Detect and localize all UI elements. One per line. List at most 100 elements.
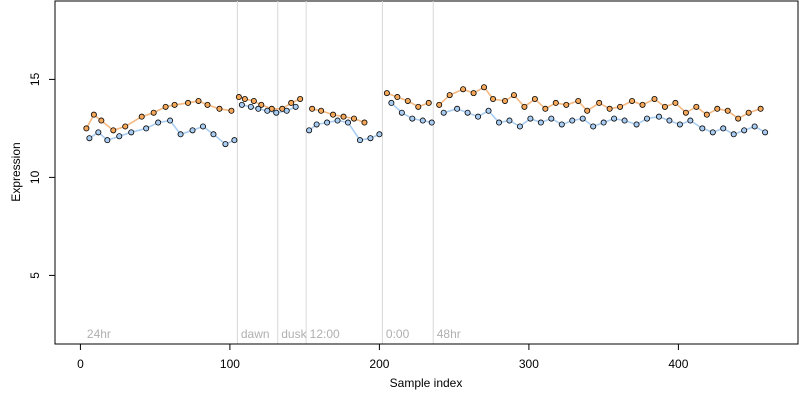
data-point-blue: [464, 109, 471, 116]
data-point-orange: [693, 103, 700, 110]
data-point-orange: [318, 107, 325, 114]
data-point-orange: [672, 99, 679, 106]
data-point-blue: [238, 101, 245, 108]
data-point-orange: [204, 101, 211, 108]
data-point-orange: [241, 96, 248, 103]
vertical-lines: [236, 1, 434, 344]
data-point-orange: [724, 107, 731, 114]
data-point-blue: [687, 117, 694, 124]
y-axis-label: Expression: [9, 142, 23, 201]
data-point-orange: [735, 115, 742, 122]
data-points: [83, 84, 769, 148]
data-point-blue: [177, 131, 184, 138]
data-point-blue: [376, 131, 383, 138]
data-point-blue: [666, 117, 673, 124]
data-point-orange: [250, 97, 257, 104]
data-point-orange: [235, 94, 242, 101]
data-point-orange: [98, 117, 105, 124]
data-point-orange: [394, 94, 401, 101]
x-tick-label: 0: [77, 357, 84, 371]
data-point-orange: [596, 99, 603, 106]
x-tick-label: 200: [369, 357, 389, 371]
data-point-orange: [171, 101, 178, 108]
annotation-label: 24hr: [87, 327, 111, 341]
annotation-label: 12:00: [310, 327, 340, 341]
annotations: 24hr dawn dusk 12:00 0:00 48hr: [87, 327, 461, 341]
data-point-blue: [273, 109, 280, 116]
data-point-blue: [475, 113, 482, 120]
data-point-orange: [122, 123, 129, 130]
plot-frame: [54, 0, 799, 345]
data-point-orange: [639, 101, 646, 108]
data-point-blue: [676, 121, 683, 128]
data-point-orange: [584, 107, 591, 114]
data-point-blue: [440, 109, 447, 116]
data-point-blue: [128, 129, 135, 136]
data-point-blue: [548, 115, 555, 122]
data-point-orange: [575, 97, 582, 104]
data-point-blue: [255, 105, 262, 112]
data-point-blue: [283, 107, 290, 114]
data-point-orange: [258, 101, 265, 108]
data-point-blue: [306, 127, 313, 134]
data-point-orange: [340, 113, 347, 120]
data-point-orange: [481, 84, 488, 91]
data-point-blue: [611, 115, 618, 122]
data-point-orange: [745, 109, 752, 116]
data-point-orange: [606, 105, 613, 112]
data-point-orange: [383, 90, 390, 97]
data-point-orange: [682, 109, 689, 116]
data-point-orange: [228, 107, 235, 114]
data-point-blue: [762, 129, 769, 136]
data-point-blue: [516, 123, 523, 130]
data-point-blue: [155, 119, 162, 126]
data-point-orange: [162, 103, 169, 110]
data-point-orange: [552, 99, 559, 106]
data-point-blue: [600, 119, 607, 126]
data-point-blue: [167, 117, 174, 124]
data-point-orange: [330, 111, 337, 118]
series-lines: [85, 86, 766, 146]
data-point-blue: [709, 129, 716, 136]
data-point-blue: [537, 119, 544, 126]
data-point-blue: [292, 103, 299, 110]
data-point-blue: [730, 131, 737, 138]
data-point-orange: [617, 103, 624, 110]
data-point-orange: [714, 105, 721, 112]
x-axis-label: Sample index: [390, 376, 463, 390]
data-point-blue: [454, 105, 461, 112]
y-tick-label: 5: [28, 272, 42, 279]
data-point-orange: [350, 115, 357, 122]
data-point-orange: [470, 90, 477, 97]
data-point-blue: [222, 141, 229, 148]
data-point-blue: [95, 129, 102, 136]
data-point-orange: [501, 97, 508, 104]
data-point-blue: [506, 117, 513, 124]
data-point-blue: [409, 115, 416, 122]
data-point-orange: [297, 96, 304, 103]
data-point-orange: [288, 99, 295, 106]
data-point-blue: [264, 107, 271, 114]
data-point-blue: [104, 137, 111, 144]
data-point-orange: [629, 97, 636, 104]
data-point-blue: [324, 119, 331, 126]
y-axis: 5 10 15: [28, 72, 56, 279]
x-tick-label: 400: [668, 357, 688, 371]
data-point-orange: [703, 111, 710, 118]
data-point-blue: [189, 127, 196, 134]
data-point-orange: [563, 101, 570, 108]
data-point-orange: [195, 97, 202, 104]
data-point-blue: [334, 117, 341, 124]
data-point-blue: [388, 99, 395, 106]
annotation-label: dusk: [281, 327, 307, 341]
data-point-blue: [621, 117, 628, 124]
data-point-orange: [490, 96, 497, 103]
data-point-orange: [110, 127, 117, 134]
annotation-label: 0:00: [386, 327, 410, 341]
data-point-orange: [415, 103, 422, 110]
data-point-orange: [216, 105, 223, 112]
data-point-orange: [309, 105, 316, 112]
data-point-blue: [527, 115, 534, 122]
x-axis: 0 100 200 300 400: [77, 343, 689, 371]
